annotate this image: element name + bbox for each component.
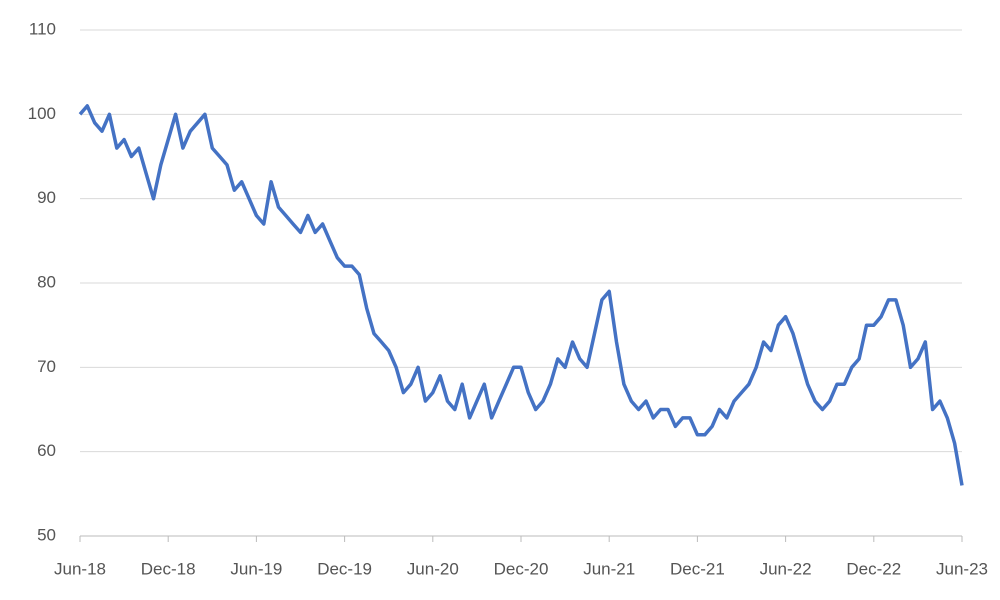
y-tick-label: 70 xyxy=(37,357,56,376)
y-tick-label: 80 xyxy=(37,272,56,291)
line xyxy=(78,104,964,486)
y-tick-label: 90 xyxy=(37,188,56,207)
x-tick-label: Dec-22 xyxy=(846,559,901,578)
x-tick-label: Jun-18 xyxy=(54,559,106,578)
x-tick-label: Dec-18 xyxy=(141,559,196,578)
x-tick-label: Jun-21 xyxy=(583,559,635,578)
y-tick-label: 50 xyxy=(37,525,56,544)
x-tick-label: Jun-20 xyxy=(407,559,459,578)
x-tick-label: Dec-20 xyxy=(494,559,549,578)
y-tick-label: 110 xyxy=(29,19,56,38)
x-tick-label: Jun-23 xyxy=(936,559,988,578)
y-tick-label: 100 xyxy=(28,104,56,123)
x-tick-label: Dec-19 xyxy=(317,559,372,578)
x-tick-label: Jun-19 xyxy=(230,559,282,578)
x-tick-label: Jun-22 xyxy=(760,559,812,578)
y-tick-label: 60 xyxy=(37,441,56,460)
x-tick-label: Dec-21 xyxy=(670,559,725,578)
